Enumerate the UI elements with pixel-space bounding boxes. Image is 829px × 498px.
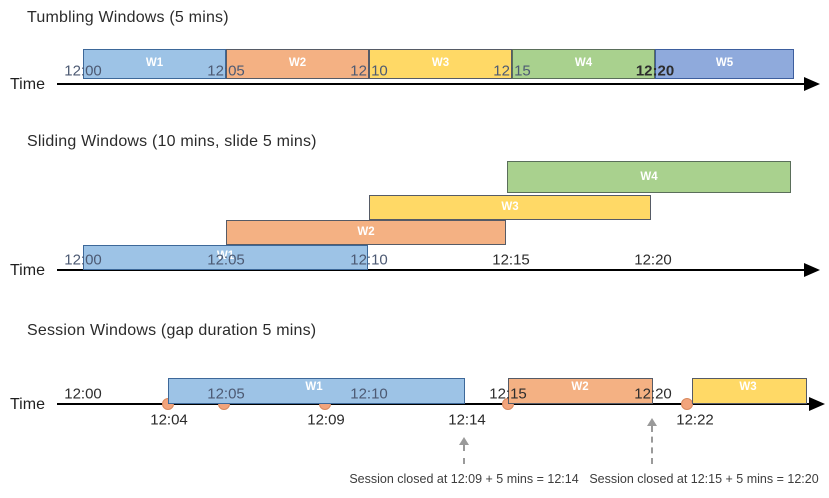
sliding-tick-1200: 12:00	[64, 251, 102, 269]
session-time-axis	[57, 403, 810, 405]
tumbling-window-w2	[226, 49, 369, 79]
session-window-w1	[168, 378, 465, 404]
sliding-time-axis-label: Time	[10, 262, 45, 279]
tumbling-window-w3	[369, 49, 512, 79]
sliding-tick-1205: 12:05	[207, 251, 245, 269]
session-window-label-w2: W2	[571, 381, 589, 393]
tumbling-window-label-w1: W1	[145, 57, 164, 69]
session-callout-arrow-line	[463, 445, 465, 464]
session-tick-1210: 12:10	[350, 385, 388, 403]
session-annotation-1: Session closed at 12:09 + 5 mins = 12:14	[349, 472, 579, 486]
session-callout-arrow-line	[651, 426, 653, 464]
tumbling-tick-1205: 12:05	[207, 62, 245, 80]
session-tick-1205: 12:05	[207, 385, 245, 403]
tumbling-time-axis	[57, 83, 805, 85]
tumbling-tick-1210: 12:10	[350, 62, 388, 80]
session-tick-1215: 12:15	[489, 385, 527, 403]
tumbling-tick-1220: 12:20	[635, 62, 675, 80]
tumbling-tick-1215: 12:15	[493, 62, 531, 80]
sliding-tick-1210: 12:10	[350, 251, 388, 269]
session-event-time-1204: 12:04	[150, 411, 188, 429]
session-window-label-w1: W1	[305, 381, 323, 393]
tumbling-axis-arrowhead-icon	[804, 77, 820, 91]
tumbling-time-axis-label: Time	[10, 76, 45, 93]
sliding-window-label-w4: W4	[640, 171, 658, 183]
session-windows-title: Session Windows (gap duration 5 mins)	[27, 322, 317, 339]
session-callout-arrow-icon	[647, 418, 657, 426]
sliding-axis-arrowhead-icon	[804, 263, 820, 277]
session-tick-1220: 12:20	[634, 385, 672, 403]
sliding-window-w4	[507, 161, 791, 193]
tumbling-window-label-w5: W5	[715, 57, 734, 69]
tumbling-tick-1200: 12:00	[64, 62, 102, 80]
tumbling-windows-title: Tumbling Windows (5 mins)	[27, 9, 229, 26]
sliding-time-axis	[57, 269, 805, 271]
session-window-w2	[508, 378, 653, 404]
sliding-window-w2	[226, 220, 506, 245]
tumbling-window-label-w2: W2	[288, 57, 307, 69]
sliding-tick-1220: 12:20	[634, 251, 672, 269]
session-tick-1200: 12:00	[64, 385, 102, 403]
tumbling-window-label-w4: W4	[574, 57, 593, 69]
tumbling-window-w4	[512, 49, 655, 79]
sliding-window-w1	[83, 245, 368, 270]
session-callout-arrow-icon	[459, 437, 469, 445]
sliding-window-label-w1: W1	[216, 250, 235, 262]
tumbling-window-w5	[655, 49, 794, 79]
sliding-window-label-w2: W2	[357, 226, 375, 238]
session-time-axis-label: Time	[10, 396, 45, 413]
tumbling-window-w1	[83, 49, 226, 79]
sliding-windows-title: Sliding Windows (10 mins, slide 5 mins)	[27, 133, 317, 150]
session-event-time-1214: 12:14	[448, 411, 486, 429]
session-annotation-2: Session closed at 12:15 + 5 mins = 12:20	[589, 472, 819, 486]
session-window-label-w3: W3	[739, 381, 757, 393]
session-axis-arrowhead-icon	[809, 397, 825, 411]
session-window-w3	[692, 378, 807, 404]
tumbling-window-label-w3: W3	[431, 57, 450, 69]
session-event-time-1222: 12:22	[676, 411, 714, 429]
sliding-tick-1215: 12:15	[492, 251, 530, 269]
session-event-time-1209: 12:09	[307, 411, 345, 429]
session-event-dot	[681, 398, 693, 410]
sliding-window-label-w3: W3	[501, 201, 519, 213]
sliding-window-w3	[369, 195, 651, 220]
